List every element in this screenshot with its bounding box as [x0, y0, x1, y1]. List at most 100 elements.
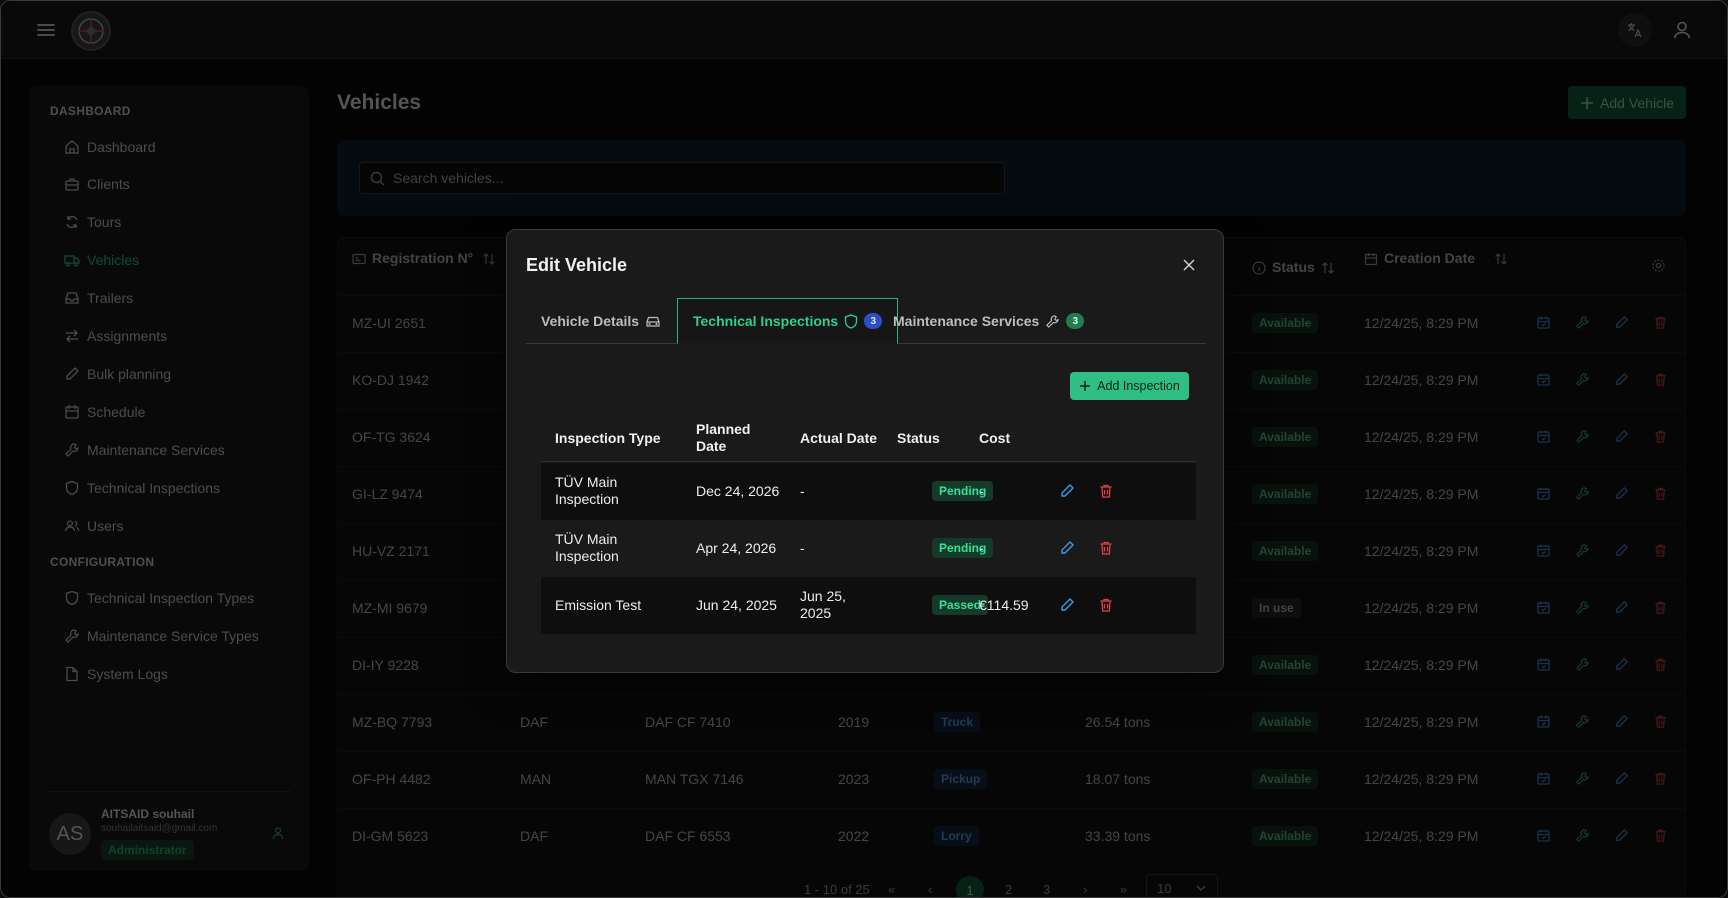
status-badge: Pending [932, 481, 994, 501]
logo-icon[interactable] [71, 11, 111, 51]
sidebar-item-maintenance-service-types[interactable]: Maintenance Service Types [63, 623, 259, 649]
edit-icon[interactable] [1612, 541, 1630, 559]
sidebar-item-technical-inspection-types[interactable]: Technical Inspection Types [63, 585, 254, 611]
edit-icon[interactable] [1058, 539, 1076, 557]
table-row[interactable]: OF-PH 4482 MAN MAN TGX 7146 2023 Pickup 18.07… [338, 751, 1685, 808]
page-button-2[interactable]: 2 [1005, 882, 1013, 897]
edit-icon[interactable] [1612, 484, 1630, 502]
column-header-creation-date[interactable]: Creation Date [1364, 250, 1508, 267]
calendar-check-icon[interactable] [1534, 484, 1552, 502]
wrench-icon[interactable] [1573, 712, 1591, 730]
sort-icon[interactable] [1321, 261, 1335, 275]
column-header-status[interactable]: Status [1252, 259, 1335, 276]
sidebar-item-technical-inspections[interactable]: Technical Inspections [63, 475, 220, 501]
delete-icon[interactable] [1651, 370, 1669, 388]
search-input[interactable] [393, 170, 953, 186]
sidebar-item-system-logs[interactable]: System Logs [63, 661, 168, 687]
sidebar-item-maintenance-services[interactable]: Maintenance Services [63, 437, 225, 463]
delete-icon[interactable] [1651, 427, 1669, 445]
tab-vehicle-details[interactable]: Vehicle Details [526, 298, 676, 344]
wrench-icon[interactable] [1573, 598, 1591, 616]
sidebar-item-clients[interactable]: Clients [63, 171, 130, 197]
wrench-icon[interactable] [1573, 427, 1591, 445]
calendar-check-icon[interactable] [1534, 769, 1552, 787]
user-profile-icon[interactable] [1665, 13, 1699, 47]
creation-date-cell: 12/24/25, 8:29 PM [1364, 714, 1479, 730]
calendar-check-icon[interactable] [1534, 541, 1552, 559]
prev-page-icon[interactable]: ‹ [928, 882, 933, 897]
sidebar-item-dashboard[interactable]: Dashboard [63, 134, 156, 160]
wrench-icon[interactable] [1573, 655, 1591, 673]
tab-technical-inspections[interactable]: Technical Inspections 3 [677, 298, 899, 344]
sidebar-item-label: Maintenance Service Types [87, 628, 259, 644]
delete-icon[interactable] [1097, 482, 1115, 500]
column-header-registration[interactable]: Registration N° [352, 250, 496, 267]
table-row[interactable]: DI-GM 5623 DAF DAF CF 6553 2022 Lorry 33.39 t… [338, 808, 1685, 865]
edit-icon[interactable] [1612, 712, 1630, 730]
wrench-icon[interactable] [1573, 769, 1591, 787]
sidebar-item-bulk-planning[interactable]: Bulk planning [63, 361, 171, 387]
sidebar-item-label: Trailers [87, 290, 134, 306]
edit-icon[interactable] [1612, 598, 1630, 616]
menu-icon[interactable] [35, 19, 57, 41]
delete-icon[interactable] [1651, 655, 1669, 673]
sidebar-item-vehicles[interactable]: Vehicles [63, 247, 139, 273]
first-page-icon[interactable]: « [888, 882, 896, 897]
edit-icon[interactable] [1612, 313, 1630, 331]
edit-icon[interactable] [1058, 482, 1076, 500]
user-settings-icon[interactable] [271, 826, 285, 840]
edit-icon[interactable] [1612, 427, 1630, 445]
delete-icon[interactable] [1651, 598, 1669, 616]
calendar-check-icon[interactable] [1534, 712, 1552, 730]
creation-date-cell: 12/24/25, 8:29 PM [1364, 486, 1479, 502]
sort-icon[interactable] [482, 252, 496, 266]
delete-icon[interactable] [1651, 313, 1669, 331]
search-box[interactable] [359, 162, 1005, 194]
sidebar-item-users[interactable]: Users [63, 513, 124, 539]
sidebar-item-trailers[interactable]: Trailers [63, 285, 133, 311]
next-page-icon[interactable]: › [1083, 882, 1088, 897]
table-row[interactable]: MZ-BQ 7793 DAF DAF CF 7410 2019 Truck 26.54 t… [338, 694, 1685, 751]
calendar-check-icon[interactable] [1534, 655, 1552, 673]
calendar-check-icon[interactable] [1534, 826, 1552, 844]
page-size-select[interactable]: 10 [1146, 874, 1218, 897]
delete-icon[interactable] [1651, 541, 1669, 559]
calendar-icon [1364, 252, 1378, 266]
edit-icon[interactable] [1612, 769, 1630, 787]
calendar-check-icon[interactable] [1534, 598, 1552, 616]
edit-icon[interactable] [1612, 370, 1630, 388]
translate-icon[interactable] [1618, 13, 1652, 47]
wrench-icon[interactable] [1573, 370, 1591, 388]
calendar-check-icon[interactable] [1534, 313, 1552, 331]
calendar-check-icon[interactable] [1534, 370, 1552, 388]
page-button-1[interactable]: 1 [956, 876, 984, 897]
sidebar-item-schedule[interactable]: Schedule [63, 399, 145, 425]
calendar-check-icon[interactable] [1534, 427, 1552, 445]
sort-icon[interactable] [1494, 252, 1508, 266]
close-icon[interactable] [1179, 255, 1199, 275]
page-button-3[interactable]: 3 [1043, 882, 1051, 897]
plus-icon [1580, 96, 1594, 110]
sidebar-item-assignments[interactable]: Assignments [63, 323, 167, 349]
wrench-icon[interactable] [1573, 313, 1591, 331]
wrench-icon[interactable] [1573, 826, 1591, 844]
registration-cell: OF-TG 3624 [352, 429, 431, 445]
add-vehicle-button[interactable]: Add Vehicle [1568, 86, 1686, 119]
edit-icon[interactable] [1612, 826, 1630, 844]
table-settings-icon[interactable] [1651, 258, 1666, 273]
user-card[interactable]: AS AITSAID souhail souhailaitsaid@gmail.… [47, 791, 291, 861]
delete-icon[interactable] [1097, 596, 1115, 614]
delete-icon[interactable] [1651, 826, 1669, 844]
edit-icon[interactable] [1612, 655, 1630, 673]
wrench-icon[interactable] [1573, 541, 1591, 559]
delete-icon[interactable] [1651, 712, 1669, 730]
delete-icon[interactable] [1651, 769, 1669, 787]
add-inspection-button[interactable]: Add Inspection [1070, 372, 1189, 400]
last-page-icon[interactable]: » [1120, 882, 1128, 897]
sidebar-item-tours[interactable]: Tours [63, 209, 121, 235]
delete-icon[interactable] [1651, 484, 1669, 502]
tab-maintenance-services[interactable]: Maintenance Services 3 [878, 298, 1099, 344]
delete-icon[interactable] [1097, 539, 1115, 557]
edit-icon[interactable] [1058, 596, 1076, 614]
wrench-icon[interactable] [1573, 484, 1591, 502]
